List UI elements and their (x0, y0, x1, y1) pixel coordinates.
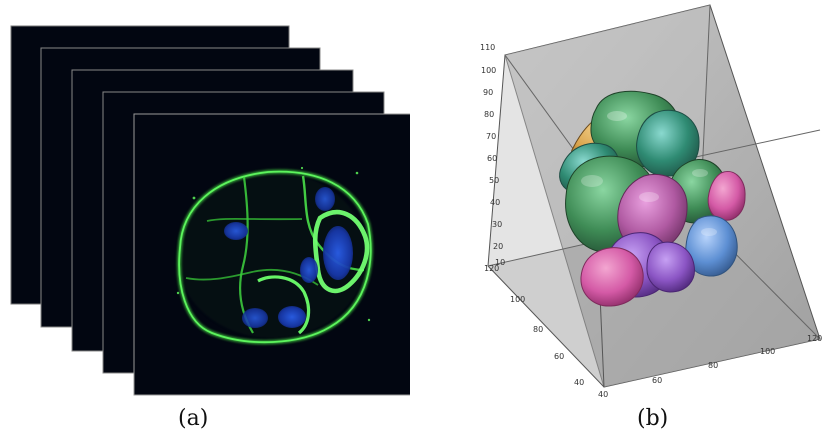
y-tick-40: 40 (574, 378, 584, 387)
z-tick-70: 70 (486, 132, 496, 141)
y-tick-60: 60 (554, 352, 564, 361)
z-tick-10: 10 (495, 258, 505, 267)
x-tick-80: 80 (708, 361, 718, 370)
y-axis-ticks: 120 100 80 60 40 (484, 264, 584, 387)
x-tick-40: 40 (598, 390, 608, 399)
z-tick-60: 60 (487, 154, 497, 163)
z-tick-100: 100 (481, 66, 496, 75)
z-tick-30: 30 (492, 220, 502, 229)
z-tick-110: 110 (480, 43, 495, 52)
cell-cluster (559, 90, 746, 307)
z-axis-ticks: 110 100 90 80 70 60 50 40 30 20 10 (480, 43, 505, 267)
panel-a-image-stack (10, 25, 410, 396)
y-tick-100: 100 (510, 295, 525, 304)
x-tick-120: 120 (807, 334, 822, 343)
caption-b: (b) (637, 406, 669, 431)
z-tick-80: 80 (484, 110, 494, 119)
z-tick-50: 50 (489, 176, 499, 185)
z-tick-40: 40 (490, 198, 500, 207)
caption-a: (a) (178, 406, 209, 431)
x-tick-60: 60 (652, 376, 662, 385)
panel-b-3d-reconstruction: 110 100 90 80 70 60 50 40 30 20 10 120 1… (480, 4, 822, 399)
x-tick-100: 100 (760, 347, 775, 356)
z-tick-90: 90 (483, 88, 493, 97)
z-tick-20: 20 (493, 242, 503, 251)
y-tick-80: 80 (533, 325, 543, 334)
x-axis-ticks: 40 60 80 100 120 (598, 334, 822, 399)
slice-front-cell-image (133, 113, 410, 396)
y-tick-120: 120 (484, 264, 499, 273)
